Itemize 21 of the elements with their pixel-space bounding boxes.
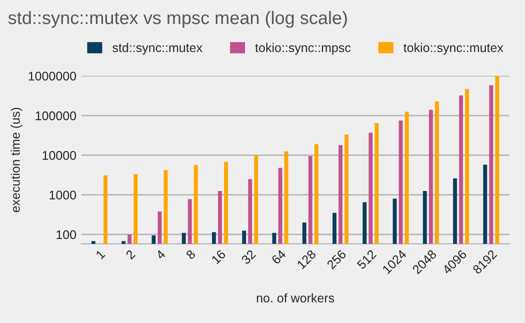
y-axis-title: execution time (us) bbox=[10, 108, 22, 212]
legend-label: tokio::sync::mutex bbox=[404, 42, 504, 55]
x-tick-label: 8 bbox=[186, 249, 196, 260]
x-axis-title: no. of workers bbox=[256, 293, 334, 302]
y-tick-label: 1000 bbox=[50, 190, 76, 200]
x-tick-label: 4 bbox=[155, 249, 166, 260]
x-tick-label: 1 bbox=[96, 249, 106, 260]
legend-label: tokio::sync::mpsc bbox=[255, 42, 351, 55]
chart-title: std::sync::mutex vs mpsc mean (log scale) bbox=[8, 10, 347, 28]
x-tick-label: 32 bbox=[240, 249, 256, 265]
x-tick-label: 2 bbox=[125, 249, 136, 260]
y-tick-label: 10000 bbox=[42, 150, 76, 160]
x-tick-label: 256 bbox=[326, 249, 347, 270]
x-tick-label: 16 bbox=[211, 249, 226, 264]
y-tick-label: 100 bbox=[56, 230, 76, 240]
x-tick-label: 128 bbox=[296, 249, 316, 270]
x-tick-label: 64 bbox=[271, 249, 286, 265]
y-tick-label: 1000000 bbox=[28, 72, 76, 81]
legend-label: std::sync::mutex bbox=[112, 42, 202, 55]
y-tick-label: 100000 bbox=[36, 111, 76, 120]
x-tick-label: 512 bbox=[356, 249, 377, 270]
